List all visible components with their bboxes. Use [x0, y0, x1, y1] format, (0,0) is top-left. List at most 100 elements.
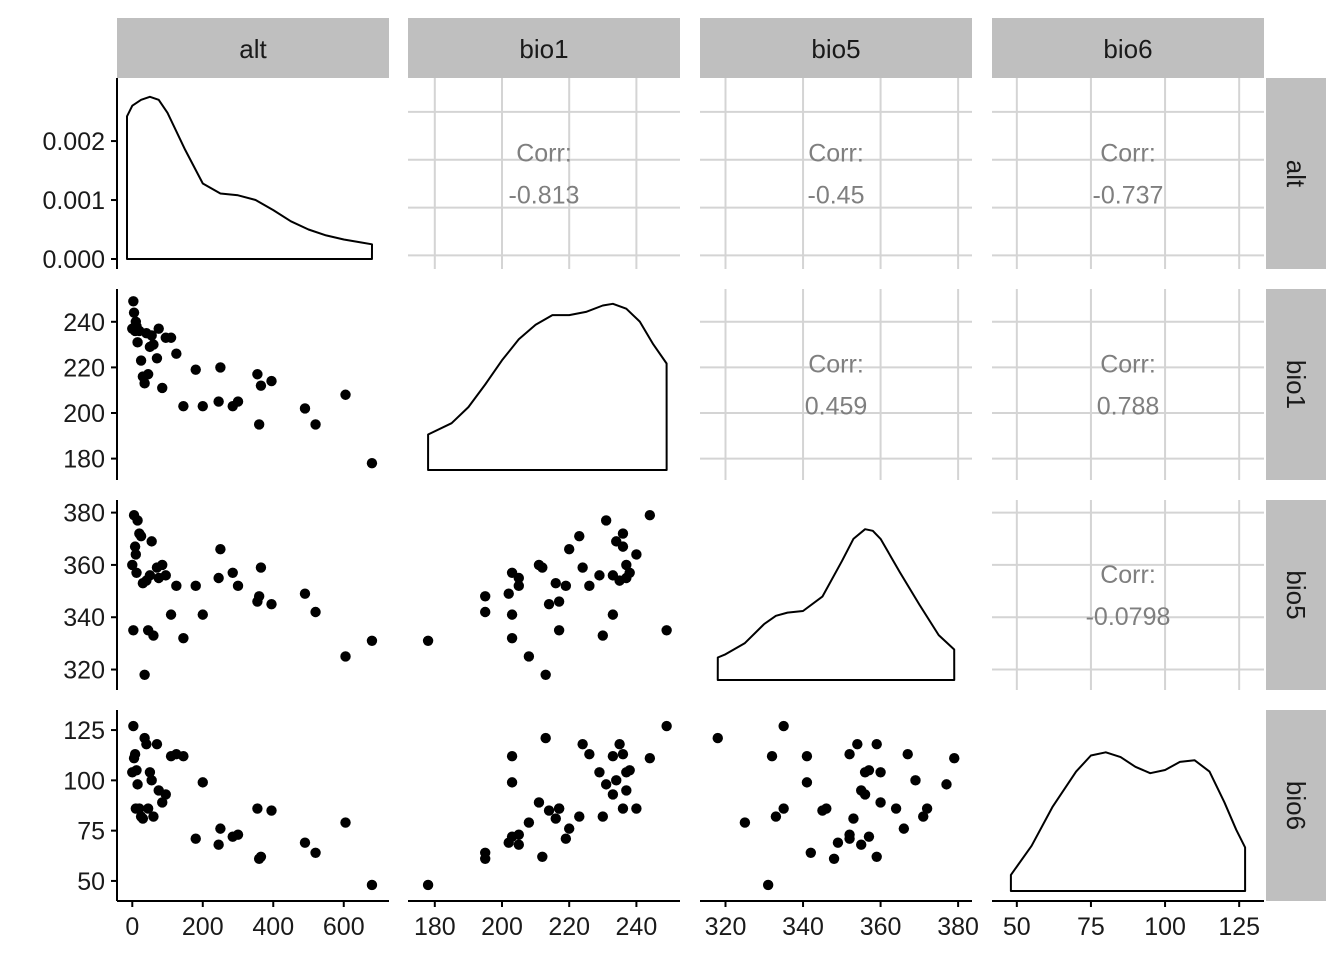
- data-point: [537, 851, 548, 862]
- data-point: [366, 635, 378, 646]
- data-point: [215, 823, 226, 834]
- facet-strip-top-bio1: [408, 18, 680, 78]
- data-point: [157, 559, 168, 571]
- data-point: [422, 879, 434, 891]
- facet-strip-right-bio6: [1266, 710, 1326, 901]
- y-tick-label: 0.001: [42, 187, 105, 215]
- data-point: [533, 797, 545, 808]
- data-point: [540, 669, 551, 680]
- data-point: [574, 530, 585, 542]
- data-point: [844, 829, 855, 840]
- data-point: [148, 339, 159, 350]
- data-point: [197, 777, 208, 788]
- data-point: [253, 591, 265, 602]
- data-point: [135, 355, 147, 366]
- data-point: [299, 588, 311, 599]
- x-tick-label: 220: [548, 913, 590, 941]
- data-point: [340, 389, 351, 400]
- y-tick-label: 320: [63, 657, 105, 685]
- facet-label-top-alt: alt: [239, 34, 267, 64]
- data-point: [157, 382, 168, 394]
- data-point: [506, 632, 518, 644]
- data-point: [523, 651, 535, 662]
- data-point: [131, 567, 142, 578]
- data-point: [621, 572, 632, 584]
- data-point: [553, 803, 565, 814]
- data-point: [153, 323, 164, 334]
- data-point: [543, 805, 555, 816]
- data-point: [949, 753, 960, 764]
- data-point: [617, 803, 629, 814]
- data-point: [801, 777, 813, 788]
- data-point: [134, 803, 145, 814]
- data-point: [128, 720, 139, 732]
- data-point: [213, 572, 224, 584]
- data-point: [594, 767, 605, 778]
- data-point: [513, 839, 524, 850]
- data-point: [762, 879, 774, 891]
- correlation-panel-bio1-bio5: Corr: 0.459: [700, 289, 972, 480]
- data-point: [132, 515, 143, 526]
- data-point: [564, 544, 575, 555]
- data-point: [151, 353, 163, 364]
- data-point: [310, 847, 321, 858]
- data-point: [506, 567, 518, 578]
- data-point: [255, 380, 267, 391]
- x-tick-label: 125: [1218, 913, 1260, 941]
- data-point: [148, 811, 159, 822]
- scatter-panel-bio1-vs-alt: [127, 296, 378, 469]
- data-point: [805, 847, 816, 858]
- data-point: [310, 419, 321, 430]
- data-point: [299, 837, 311, 848]
- data-point: [190, 833, 201, 844]
- data-point: [550, 578, 561, 589]
- data-point: [171, 348, 182, 359]
- data-point: [644, 753, 656, 764]
- data-point: [921, 803, 933, 814]
- data-point: [131, 765, 142, 776]
- y-tick-label: 240: [63, 309, 105, 337]
- density-curve: [1009, 751, 1247, 892]
- facet-label-right-bio1: bio1: [1281, 360, 1311, 409]
- facet-strip-top-bio6: [992, 18, 1264, 78]
- data-point: [871, 851, 882, 862]
- data-point: [543, 598, 555, 610]
- data-point: [232, 580, 244, 592]
- data-point: [129, 749, 141, 760]
- correlation-value: -0.0798: [1086, 603, 1171, 631]
- data-point: [503, 837, 514, 848]
- data-point: [137, 813, 149, 824]
- data-point: [617, 749, 629, 760]
- data-point: [148, 630, 159, 641]
- data-point: [132, 779, 143, 790]
- correlation-value: -0.813: [509, 182, 580, 210]
- data-point: [859, 767, 871, 778]
- y-tick-label: 340: [63, 604, 105, 632]
- facet-label-right-alt: alt: [1281, 160, 1311, 188]
- data-point: [828, 853, 840, 865]
- x-axis-alt: 0 200 400 600: [117, 900, 389, 941]
- data-point: [513, 580, 524, 592]
- data-point: [128, 307, 140, 318]
- data-point: [480, 847, 491, 858]
- data-point: [190, 364, 201, 375]
- data-point: [130, 549, 142, 560]
- data-point: [480, 591, 491, 602]
- data-point: [577, 738, 588, 750]
- data-point: [141, 738, 152, 750]
- correlation-value: -0.45: [808, 182, 865, 210]
- data-point: [540, 732, 551, 744]
- data-point: [215, 362, 226, 373]
- facet-label-top-bio5: bio5: [811, 34, 860, 64]
- data-point: [232, 396, 244, 407]
- data-point: [607, 789, 619, 800]
- data-point: [227, 567, 238, 578]
- data-point: [213, 839, 224, 850]
- data-point: [340, 651, 351, 662]
- scatter-panel-bio5-vs-bio1: [422, 510, 672, 680]
- data-point: [564, 823, 575, 834]
- data-point: [801, 751, 813, 762]
- data-point: [607, 609, 619, 620]
- density-panel-bio5: [716, 528, 956, 681]
